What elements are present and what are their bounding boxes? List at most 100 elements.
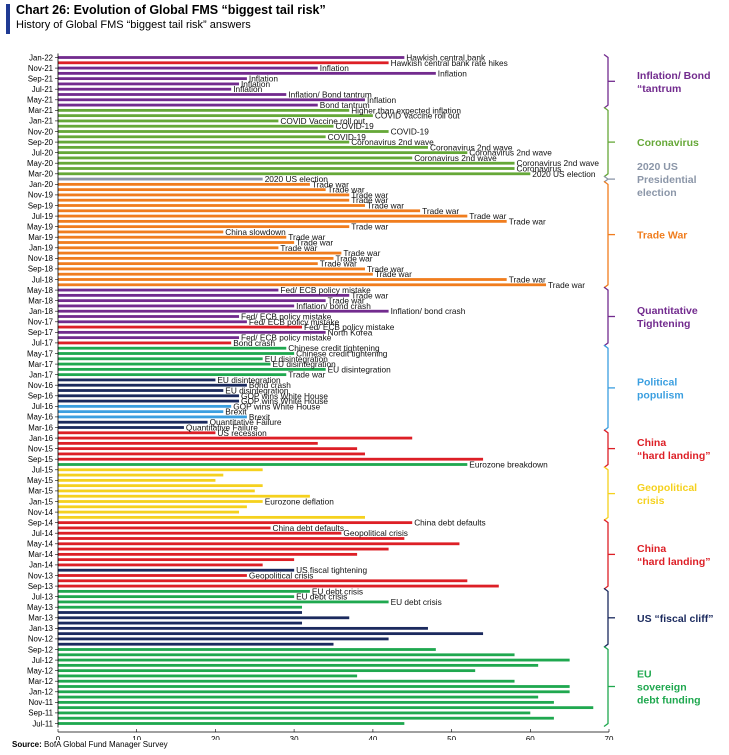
- y-tick-label: Nov-18: [28, 254, 53, 263]
- annotation-label: Trade war: [351, 222, 388, 232]
- bar-nov-11: [58, 700, 554, 704]
- bar-feb-13: [58, 621, 303, 625]
- bar-jan-14: [58, 563, 263, 567]
- bar-nov-21: [58, 66, 318, 70]
- y-tick-label: Jan-19: [29, 244, 53, 253]
- x-tick-label: 70: [605, 735, 614, 740]
- bar-feb-19: [58, 241, 295, 244]
- legend-label-quantitative-tightening: Quantitative: [637, 305, 698, 317]
- y-tick-label: Jul-20: [32, 148, 54, 157]
- bar-aug-11: [58, 716, 554, 720]
- legend-bracket-political-populism: [603, 344, 609, 432]
- bar-may-13: [58, 605, 303, 609]
- bar-sep-12: [58, 648, 436, 651]
- source-note: Source: BofA Global Fund Manager Survey: [12, 740, 168, 749]
- annotation-label: Inflation: [367, 95, 396, 105]
- bar-apr-14: [58, 547, 389, 551]
- legend-label-china-hard-landing-2014: China: [637, 543, 666, 555]
- y-tick-label: Jul-11: [32, 719, 53, 728]
- annotation-label: Trade war: [375, 269, 412, 279]
- annotation-label: Hawkish central bank rate hikes: [391, 58, 508, 68]
- y-tick-label: Mar-14: [28, 550, 53, 559]
- y-tick-label: Sep-18: [28, 265, 53, 274]
- annotation-label: US fiscal tightening: [296, 565, 367, 575]
- bar-aug-13: [58, 589, 310, 593]
- bar-sep-18: [58, 267, 365, 271]
- bar-may-19: [58, 225, 350, 229]
- annotation-label: Inflation: [241, 79, 270, 89]
- bar-jan-18: [58, 309, 389, 313]
- y-tick-label: Mar-18: [28, 296, 53, 305]
- bar-jun-17: [58, 346, 287, 350]
- legend-label-coronavirus: Coronavirus: [637, 137, 699, 149]
- annotation-label: GOP wins White House: [241, 391, 328, 401]
- y-tick-label: Nov-17: [28, 318, 53, 327]
- bar-oct-11: [58, 706, 594, 710]
- annotation-label: Fed/ ECB policy mistake: [280, 285, 371, 295]
- legend-label-china-hard-landing-2014: “hard landing”: [637, 556, 711, 568]
- y-tick-label: Mar-17: [28, 360, 53, 369]
- annotation-label: Trade war: [367, 264, 404, 274]
- bar-mar-20: [58, 172, 531, 176]
- annotation-label: Eurozone deflation: [265, 497, 335, 507]
- y-tick-label: Jan-20: [29, 180, 54, 189]
- bar-sep-15: [58, 457, 484, 461]
- bar-jan-15: [58, 500, 263, 503]
- x-tick-label: 60: [526, 735, 535, 740]
- bar-dec-11: [58, 695, 539, 699]
- annotation-label: GOP wins White House: [233, 401, 320, 411]
- y-tick-label: Sep-21: [28, 74, 53, 83]
- y-tick-label: Nov-13: [28, 571, 53, 580]
- y-tick-label: Jan-15: [29, 497, 54, 506]
- bar-jul-20: [58, 151, 468, 155]
- bar-mar-16: [58, 426, 184, 429]
- legend-label-geopolitical-crisis: crisis: [637, 495, 665, 507]
- legend-bracket-inflation-bond-tantrum: [603, 53, 609, 109]
- y-tick-label: Sep-17: [28, 328, 53, 337]
- bar-aug-18: [58, 272, 373, 276]
- annotation-label: COVID-19: [336, 121, 375, 131]
- y-tick-label: Nov-19: [28, 191, 53, 200]
- y-tick-label: Sep-19: [28, 201, 53, 210]
- bar-aug-14: [58, 526, 271, 530]
- annotation-label: Trade war: [288, 370, 325, 380]
- bar-sep-16: [58, 394, 240, 398]
- y-tick-label: Mar-13: [28, 614, 53, 623]
- annotation-label: Trade war: [328, 296, 365, 306]
- annotation-label: Quantitative Failure: [210, 417, 282, 427]
- bar-mar-13: [58, 616, 350, 620]
- bar-jun-18: [58, 283, 547, 287]
- bar-jul-18: [58, 278, 507, 281]
- bar-nov-17: [58, 320, 247, 324]
- y-tick-label: Nov-20: [28, 127, 54, 136]
- annotation-label: Trade war: [351, 290, 388, 300]
- y-tick-label: Jan-16: [29, 434, 53, 443]
- bar-feb-17: [58, 367, 326, 371]
- y-tick-label: Mar-12: [28, 677, 53, 686]
- legend-bracket-trade-war: [603, 180, 609, 289]
- annotation-label: China slowdown: [225, 227, 286, 237]
- annotation-label: GOP wins White House: [241, 396, 328, 406]
- legend-label-quantitative-tightening: Tightening: [637, 318, 690, 330]
- bar-jun-12: [58, 663, 539, 667]
- bar-jan-20: [58, 182, 310, 186]
- annotation-label: Chinese credit tightening: [288, 343, 380, 353]
- y-tick-label: Jul-18: [32, 275, 53, 284]
- bar-aug-19: [58, 209, 421, 213]
- annotation-label: Fed/ ECB policy mistake: [249, 317, 340, 327]
- annotation-label: Bond crash: [249, 380, 291, 390]
- bar-jun-14: [58, 537, 405, 540]
- bar-sep-13: [58, 584, 499, 588]
- bar-sep-19: [58, 204, 365, 207]
- legend-label-us-fiscal-cliff: US “fiscal cliff”: [637, 613, 713, 625]
- legend-bracket-us-fiscal-cliff: [603, 587, 609, 648]
- annotation-label: North Korea: [328, 327, 373, 337]
- bar-jan-16: [58, 436, 413, 440]
- x-tick-label: 0: [56, 735, 61, 740]
- source-text: BofA Global Fund Manager Survey: [44, 740, 168, 749]
- annotation-label: COVID Vaccine roll out: [375, 111, 460, 121]
- annotation-label: Trade war: [343, 248, 380, 258]
- annotation-label: EU debt crisis: [312, 586, 363, 596]
